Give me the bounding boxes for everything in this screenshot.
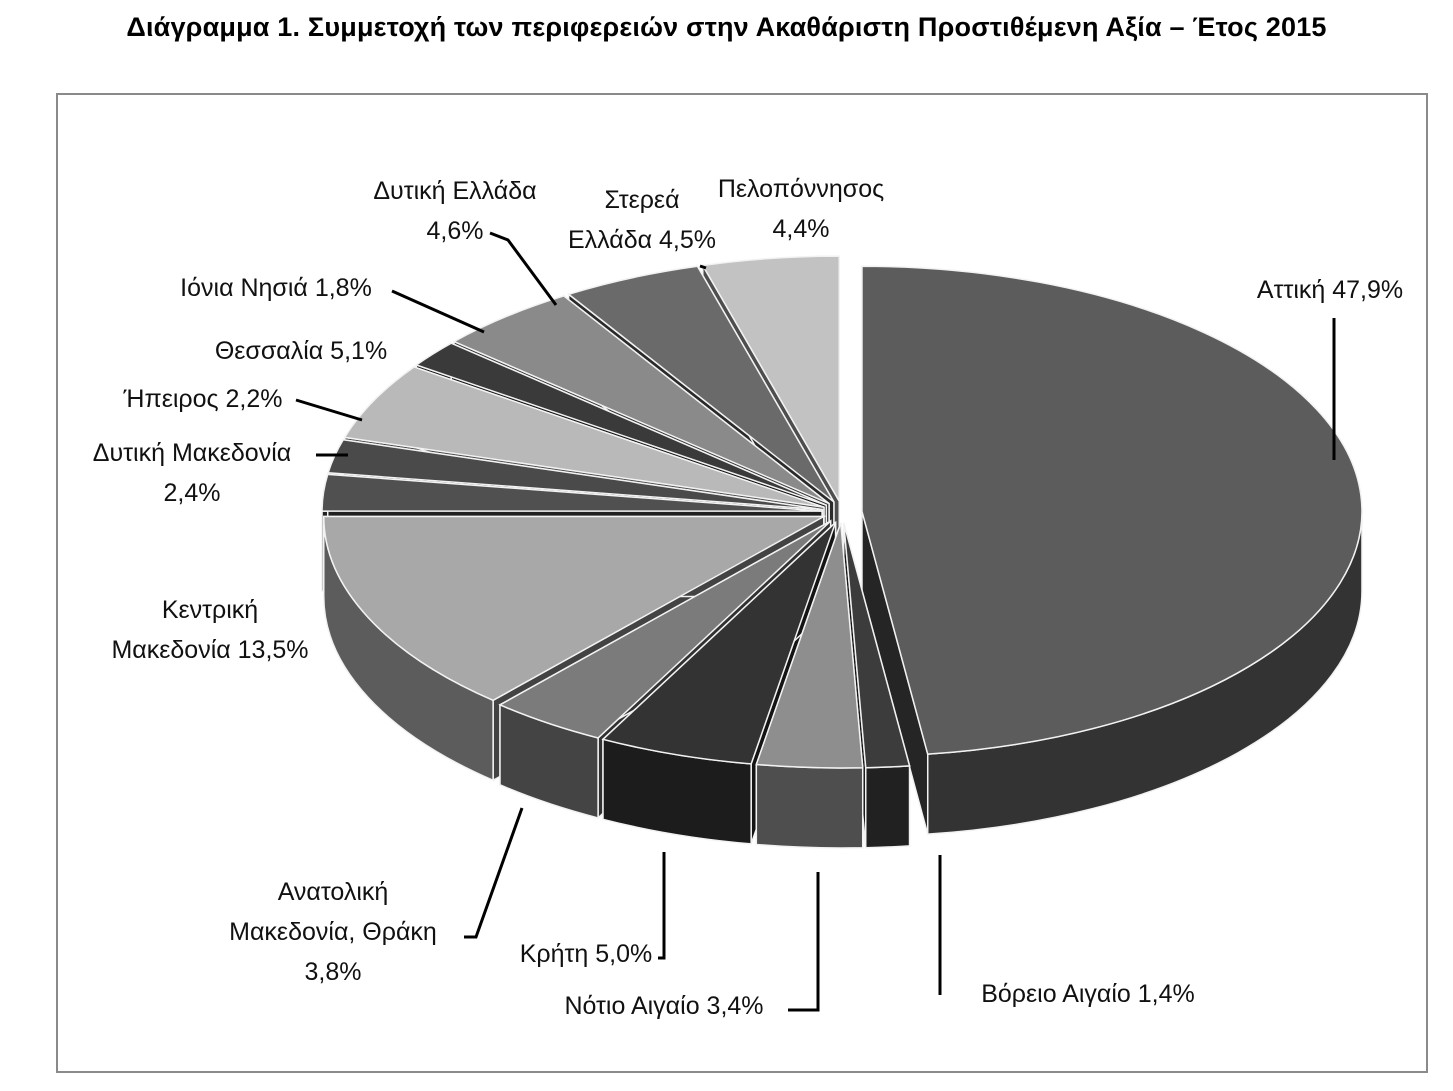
pie-slice-top	[321, 473, 823, 512]
pie-slice-top	[452, 295, 830, 505]
data-label: Νότιο Αιγαίο 3,4%	[564, 992, 763, 1020]
data-label: Ανατολική Μακεδονία, Θράκη 3,8%	[229, 878, 437, 986]
data-label: Θεσσαλία 5,1%	[215, 337, 387, 365]
leader-line	[391, 289, 485, 334]
pie-slice-top	[861, 265, 1363, 755]
leader-line	[464, 807, 524, 939]
pie-slice-0	[861, 265, 1363, 835]
data-label: Δυτική Μακεδονία 2,4%	[93, 439, 291, 507]
data-label: Αττική 47,9%	[1257, 276, 1403, 304]
pie-slice-top	[414, 342, 827, 506]
data-label: Ιόνια Νησιά 1,8%	[180, 274, 372, 302]
pie-slice-top	[843, 522, 911, 769]
pie-slice-top	[498, 520, 832, 739]
pie-slice-top	[601, 521, 837, 765]
data-label: Ήπειρος 2,2%	[123, 385, 283, 413]
leader-line	[295, 398, 363, 422]
pie-slice-rim	[755, 763, 864, 849]
leader-line	[658, 852, 666, 960]
pie-slice-top	[755, 522, 864, 769]
data-label: Βόρειο Αιγαίο 1,4%	[981, 980, 1195, 1008]
data-label: Στερεά Ελλάδα 4,5%	[568, 186, 716, 254]
pie-slice-3	[601, 520, 837, 845]
leader-line	[788, 872, 820, 1012]
pie-slice-top	[343, 366, 825, 508]
data-labels: Αττική 47,9% Βόρειο Αιγαίο 1,4% Νότιο Αιγα…	[93, 175, 1403, 1020]
data-label: Κεντρική Μακεδονία 13,5%	[111, 596, 308, 664]
data-label: Πελοπόννησος 4,4%	[718, 175, 884, 243]
pie-slice-rim	[864, 765, 911, 849]
pie-slice-top	[323, 515, 827, 702]
pie-slice-2	[755, 522, 864, 849]
leader-line	[489, 231, 558, 306]
data-label: Δυτική Ελλάδα 4,6%	[373, 177, 536, 245]
data-label: Κρήτη 5,0%	[520, 940, 653, 968]
chart-title: Διάγραμμα 1. Συμμετοχή των περιφερειών σ…	[126, 12, 1327, 42]
pie-slice-top	[567, 265, 835, 503]
leader-line	[699, 264, 707, 270]
